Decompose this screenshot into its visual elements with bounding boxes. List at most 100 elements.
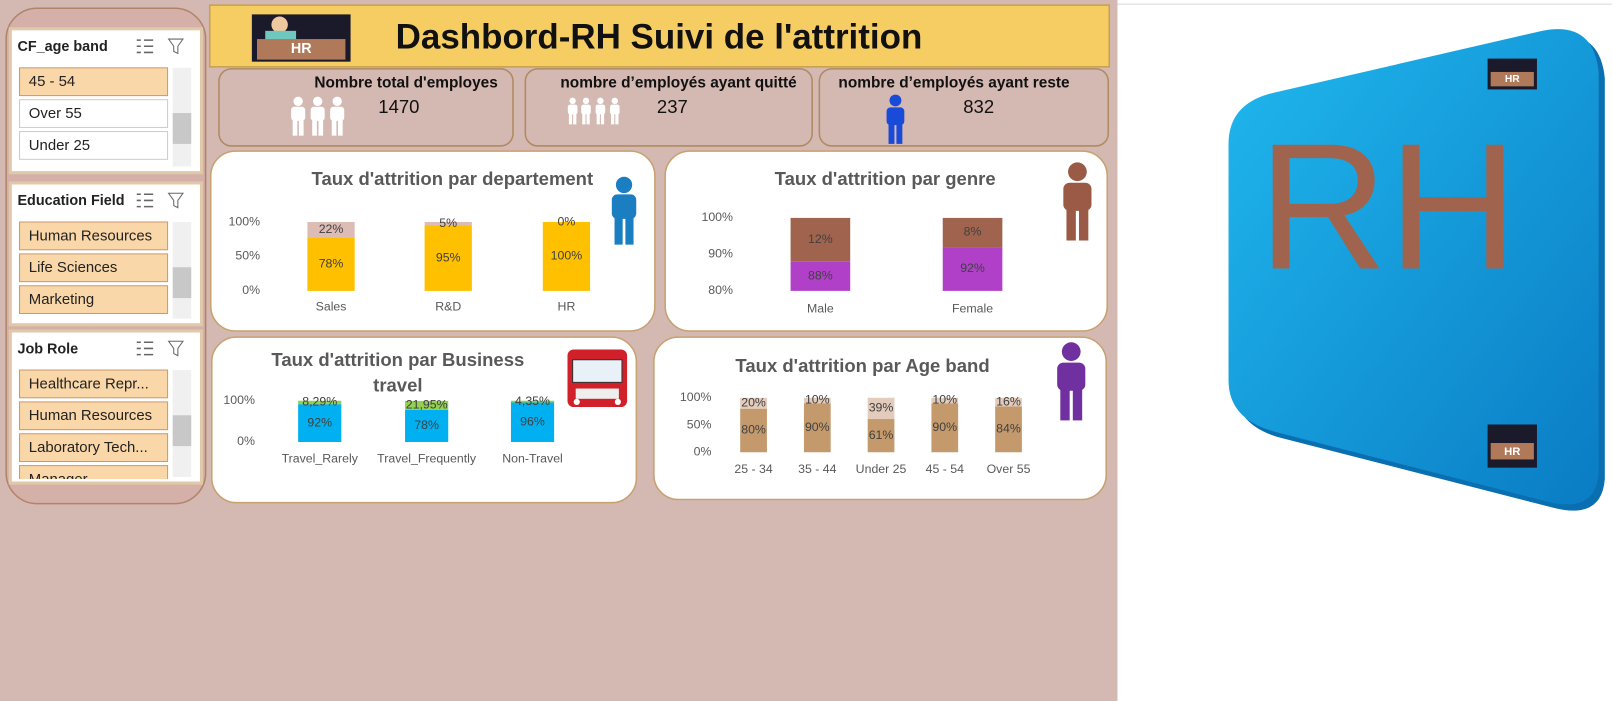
bar-segment bbox=[298, 400, 342, 405]
person-icon bbox=[581, 97, 591, 125]
slicer-item[interactable] bbox=[19, 465, 169, 494]
icon-body bbox=[291, 106, 306, 121]
kpi-label: nombre d’employés ayant reste bbox=[838, 74, 1070, 91]
bar-segment bbox=[803, 397, 831, 404]
bar-segment bbox=[307, 237, 355, 291]
multi-select-icon[interactable] bbox=[136, 193, 154, 208]
value-label: 39% bbox=[869, 401, 894, 415]
kpi-value: 1470 bbox=[378, 96, 419, 117]
icon-leg bbox=[582, 113, 586, 125]
icon-head bbox=[889, 94, 902, 107]
icon-head bbox=[1068, 162, 1087, 182]
slicer-item[interactable] bbox=[19, 67, 169, 97]
slicer-items: Healthcare Repr... Human Resources Laborat… bbox=[19, 369, 169, 494]
bus-light bbox=[614, 398, 621, 405]
side-logo: RH HR HR bbox=[1228, 29, 1605, 511]
kpi-label: Nombre total d'employes bbox=[314, 74, 497, 91]
icon-leg bbox=[312, 120, 317, 136]
bar-segment bbox=[510, 400, 555, 403]
icon-body bbox=[1057, 362, 1086, 391]
clear-filter-icon[interactable] bbox=[167, 340, 184, 357]
icon-body bbox=[310, 106, 325, 121]
icon-head bbox=[615, 176, 633, 194]
header-banner bbox=[208, 4, 1111, 68]
icon-head bbox=[569, 97, 576, 105]
chart-title-box: Taux d'attrition par Business travel bbox=[271, 349, 524, 395]
bar-segment bbox=[405, 400, 449, 410]
icon-body bbox=[595, 104, 606, 115]
slicer-title: Education Field bbox=[17, 193, 124, 209]
bar-segment bbox=[510, 402, 555, 442]
value-label: 78% bbox=[414, 418, 439, 432]
slicer-item[interactable] bbox=[19, 221, 169, 251]
slicer-item[interactable] bbox=[19, 131, 169, 160]
y-tick-label: 0% bbox=[237, 434, 255, 448]
icon-body bbox=[567, 104, 578, 115]
slicer-item[interactable] bbox=[19, 253, 169, 283]
icon-leg bbox=[1078, 209, 1089, 241]
icon-leg bbox=[337, 120, 343, 136]
logo-text: HR bbox=[1504, 446, 1520, 458]
chart-title: Taux d'attrition par genre bbox=[775, 168, 996, 189]
bar-segment bbox=[298, 404, 342, 442]
bus-icon bbox=[567, 349, 628, 408]
bar-segment bbox=[942, 247, 1003, 291]
icon-leg bbox=[292, 120, 298, 136]
value-label: 92% bbox=[960, 261, 985, 275]
slicer-item[interactable] bbox=[19, 285, 169, 315]
person-icon bbox=[1057, 342, 1086, 421]
slicer-item[interactable] bbox=[19, 401, 169, 431]
value-label: 80% bbox=[741, 423, 766, 437]
value-label: 100% bbox=[551, 249, 583, 263]
kpi-card bbox=[218, 68, 514, 147]
bar-segment bbox=[942, 217, 1003, 248]
multi-select-icon[interactable] bbox=[136, 39, 154, 54]
value-label: 20% bbox=[741, 395, 766, 409]
person-icon bbox=[609, 97, 620, 125]
header-title: Dashbord-RH Suivi de l'attrition bbox=[396, 17, 923, 56]
slicer-item[interactable] bbox=[19, 99, 169, 128]
icon-body bbox=[611, 194, 637, 219]
bus-window bbox=[572, 359, 623, 383]
value-label: 96% bbox=[520, 414, 545, 428]
bar-segment bbox=[424, 222, 472, 226]
slicer-item[interactable] bbox=[19, 433, 169, 463]
value-label: 10% bbox=[932, 393, 957, 407]
slicer-items: Human Resources Life Sciences Marketing bbox=[19, 221, 169, 315]
y-tick-label: 90% bbox=[708, 247, 733, 261]
bar-segment bbox=[790, 261, 851, 291]
x-tick-label: 25 - 34 bbox=[734, 462, 773, 476]
x-tick-label: Non-Travel bbox=[502, 452, 563, 466]
icon-leg bbox=[298, 120, 304, 136]
clear-filter-icon[interactable] bbox=[167, 38, 184, 55]
y-tick-label: 0% bbox=[694, 445, 712, 459]
clear-filter-icon[interactable] bbox=[167, 192, 184, 209]
x-tick-label: Travel_Rarely bbox=[282, 452, 359, 466]
slicer-item-label: Human Resources bbox=[29, 228, 152, 244]
person-icon bbox=[567, 97, 578, 125]
multi-select-icon[interactable] bbox=[136, 341, 154, 356]
bar-segment bbox=[740, 397, 767, 409]
value-label: 10% bbox=[805, 393, 830, 407]
icon-body bbox=[330, 106, 345, 121]
kpi-value: 237 bbox=[657, 96, 688, 117]
x-tick-label: Over 55 bbox=[987, 462, 1031, 476]
x-tick-label: 35 - 44 bbox=[798, 462, 837, 476]
person-icon bbox=[310, 96, 325, 136]
kpi-label: nombre d’employés ayant quitté bbox=[560, 74, 797, 91]
slicer-title: Job Role bbox=[17, 341, 78, 357]
icon-leg bbox=[1060, 389, 1070, 421]
value-label: 61% bbox=[869, 428, 894, 442]
x-tick-label: HR bbox=[558, 300, 576, 314]
logo-text: HR bbox=[291, 41, 312, 57]
slicer-item[interactable] bbox=[19, 369, 169, 399]
icon-leg bbox=[611, 113, 615, 125]
bar-segment bbox=[867, 419, 895, 453]
kpi-value: 832 bbox=[963, 96, 994, 117]
icon-leg bbox=[586, 113, 590, 125]
x-tick-label: Female bbox=[952, 302, 993, 316]
icon-body bbox=[1063, 182, 1092, 211]
icon-leg bbox=[896, 124, 903, 144]
y-tick-label: 100% bbox=[701, 210, 733, 224]
